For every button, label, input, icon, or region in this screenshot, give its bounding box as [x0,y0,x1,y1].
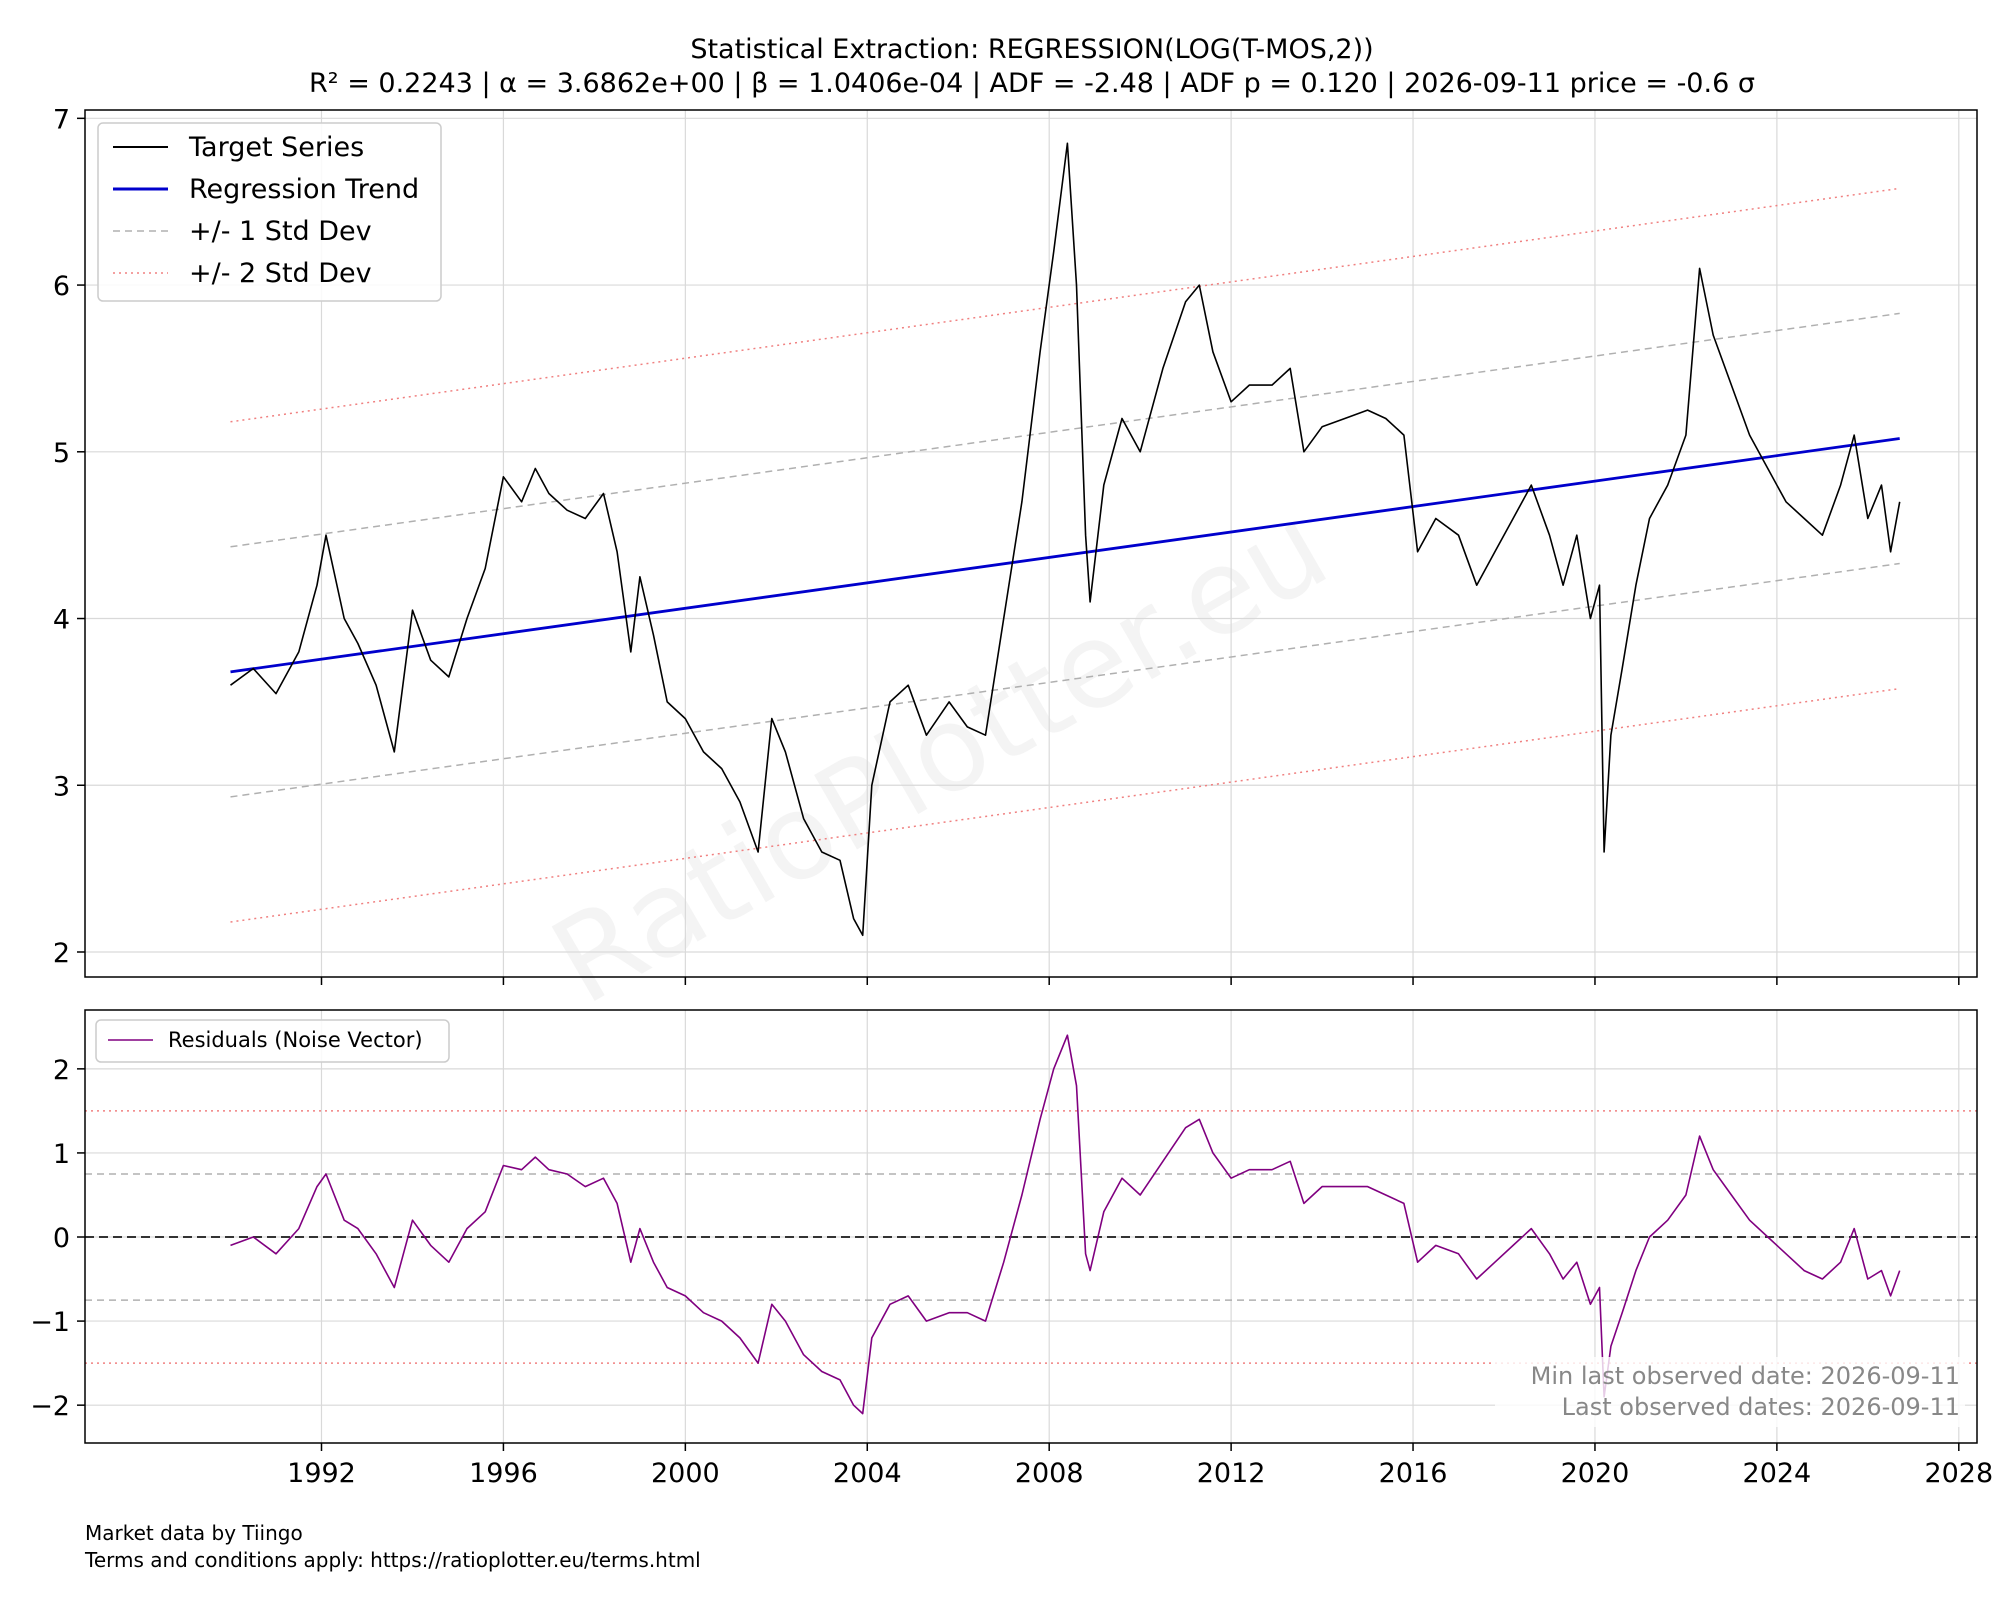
main-y-tick-label: 7 [53,104,70,135]
legend-label-std1: +/- 1 Std Dev [189,216,372,247]
residuals-y-tick-label: 1 [53,1139,70,1170]
residuals-x-axis: 1992 1996 2000 2004 2008 2012 2016 2020 2024 2028 [287,1443,1993,1489]
residuals-x-tick-label: 2004 [833,1458,902,1489]
regression-trend-line [230,437,1900,674]
residuals-x-tick-label: 2028 [1924,1458,1993,1489]
annotation-last-dates: Last observed dates: 2026-09-11 [1562,1393,1960,1421]
main-y-tick-label: 3 [53,771,70,802]
residuals-x-tick-label: 2000 [651,1458,720,1489]
target-series-line [230,142,1901,937]
main-panel: 2 3 4 5 6 7 Target Series Regression Trend +/… [53,104,1978,985]
2-std-dev-line [230,187,1900,423]
residuals-reference-lines [85,1110,1977,1364]
residuals-x-tick-label: 2020 [1561,1458,1630,1489]
residuals-plot-frame [84,1009,1978,1444]
residuals-y-tick-label: −2 [30,1391,70,1422]
chart-title: Statistical Extraction: REGRESSION(LOG(T… [690,34,1373,65]
residuals-x-tick-label: 2008 [1015,1458,1084,1489]
annotation-box [1495,1357,1965,1427]
legend-label-residuals: Residuals (Noise Vector) [168,1028,423,1052]
footer-terms: Terms and conditions apply: https://rati… [85,1548,701,1572]
residuals-x-tick-label: 2012 [1197,1458,1266,1489]
main-plot-frame [84,109,1978,978]
residuals-x-tick-label: 1992 [287,1458,356,1489]
main-x-ticks [320,977,1960,985]
main-y-axis: 2 3 4 5 6 7 [53,104,85,969]
residuals-x-tick-label: 1996 [469,1458,538,1489]
main-legend: Target Series Regression Trend +/- 1 Std… [97,122,442,302]
residuals-line [230,1034,1901,1415]
residuals-y-tick-label: 2 [53,1055,70,1086]
residuals-y-tick-label: 0 [53,1223,70,1254]
main-legend-box [97,122,442,302]
watermark: RatioPlotter.eu [530,478,1350,1031]
main-y-tick-label: 2 [53,938,70,969]
main-grid [85,110,1977,977]
footer-data-credit: Market data by Tiingo [85,1521,303,1545]
residuals-panel: −2 −1 0 1 2 1992 1996 2000 2004 2008 2012 2016 2020… [30,1009,1993,1489]
annotation-min-last-date: Min last observed date: 2026-09-11 [1531,1362,1960,1390]
legend-label-target: Target Series [188,132,364,163]
residuals-legend: Residuals (Noise Vector) [95,1019,450,1063]
1-std-dev-line [230,312,1900,548]
residuals-y-axis: −2 −1 0 1 2 [30,1055,85,1422]
residuals-x-tick-label: 2024 [1743,1458,1812,1489]
legend-label-std2: +/- 2 Std Dev [189,258,372,289]
main-y-tick-label: 6 [53,271,70,302]
chart-subtitle: R² = 0.2243 | α = 3.6862e+00 | β = 1.040… [309,68,1755,99]
2-std-dev-line [230,687,1900,923]
legend-label-trend: Regression Trend [189,174,419,205]
1-std-dev-line [230,562,1900,798]
main-y-tick-label: 4 [53,605,70,636]
residuals-x-tick-label: 2016 [1379,1458,1448,1489]
residuals-legend-box [95,1019,450,1063]
residuals-series [230,1034,1901,1415]
main-y-tick-label: 5 [53,438,70,469]
main-series [230,142,1901,937]
residuals-y-tick-label: −1 [30,1307,70,1338]
